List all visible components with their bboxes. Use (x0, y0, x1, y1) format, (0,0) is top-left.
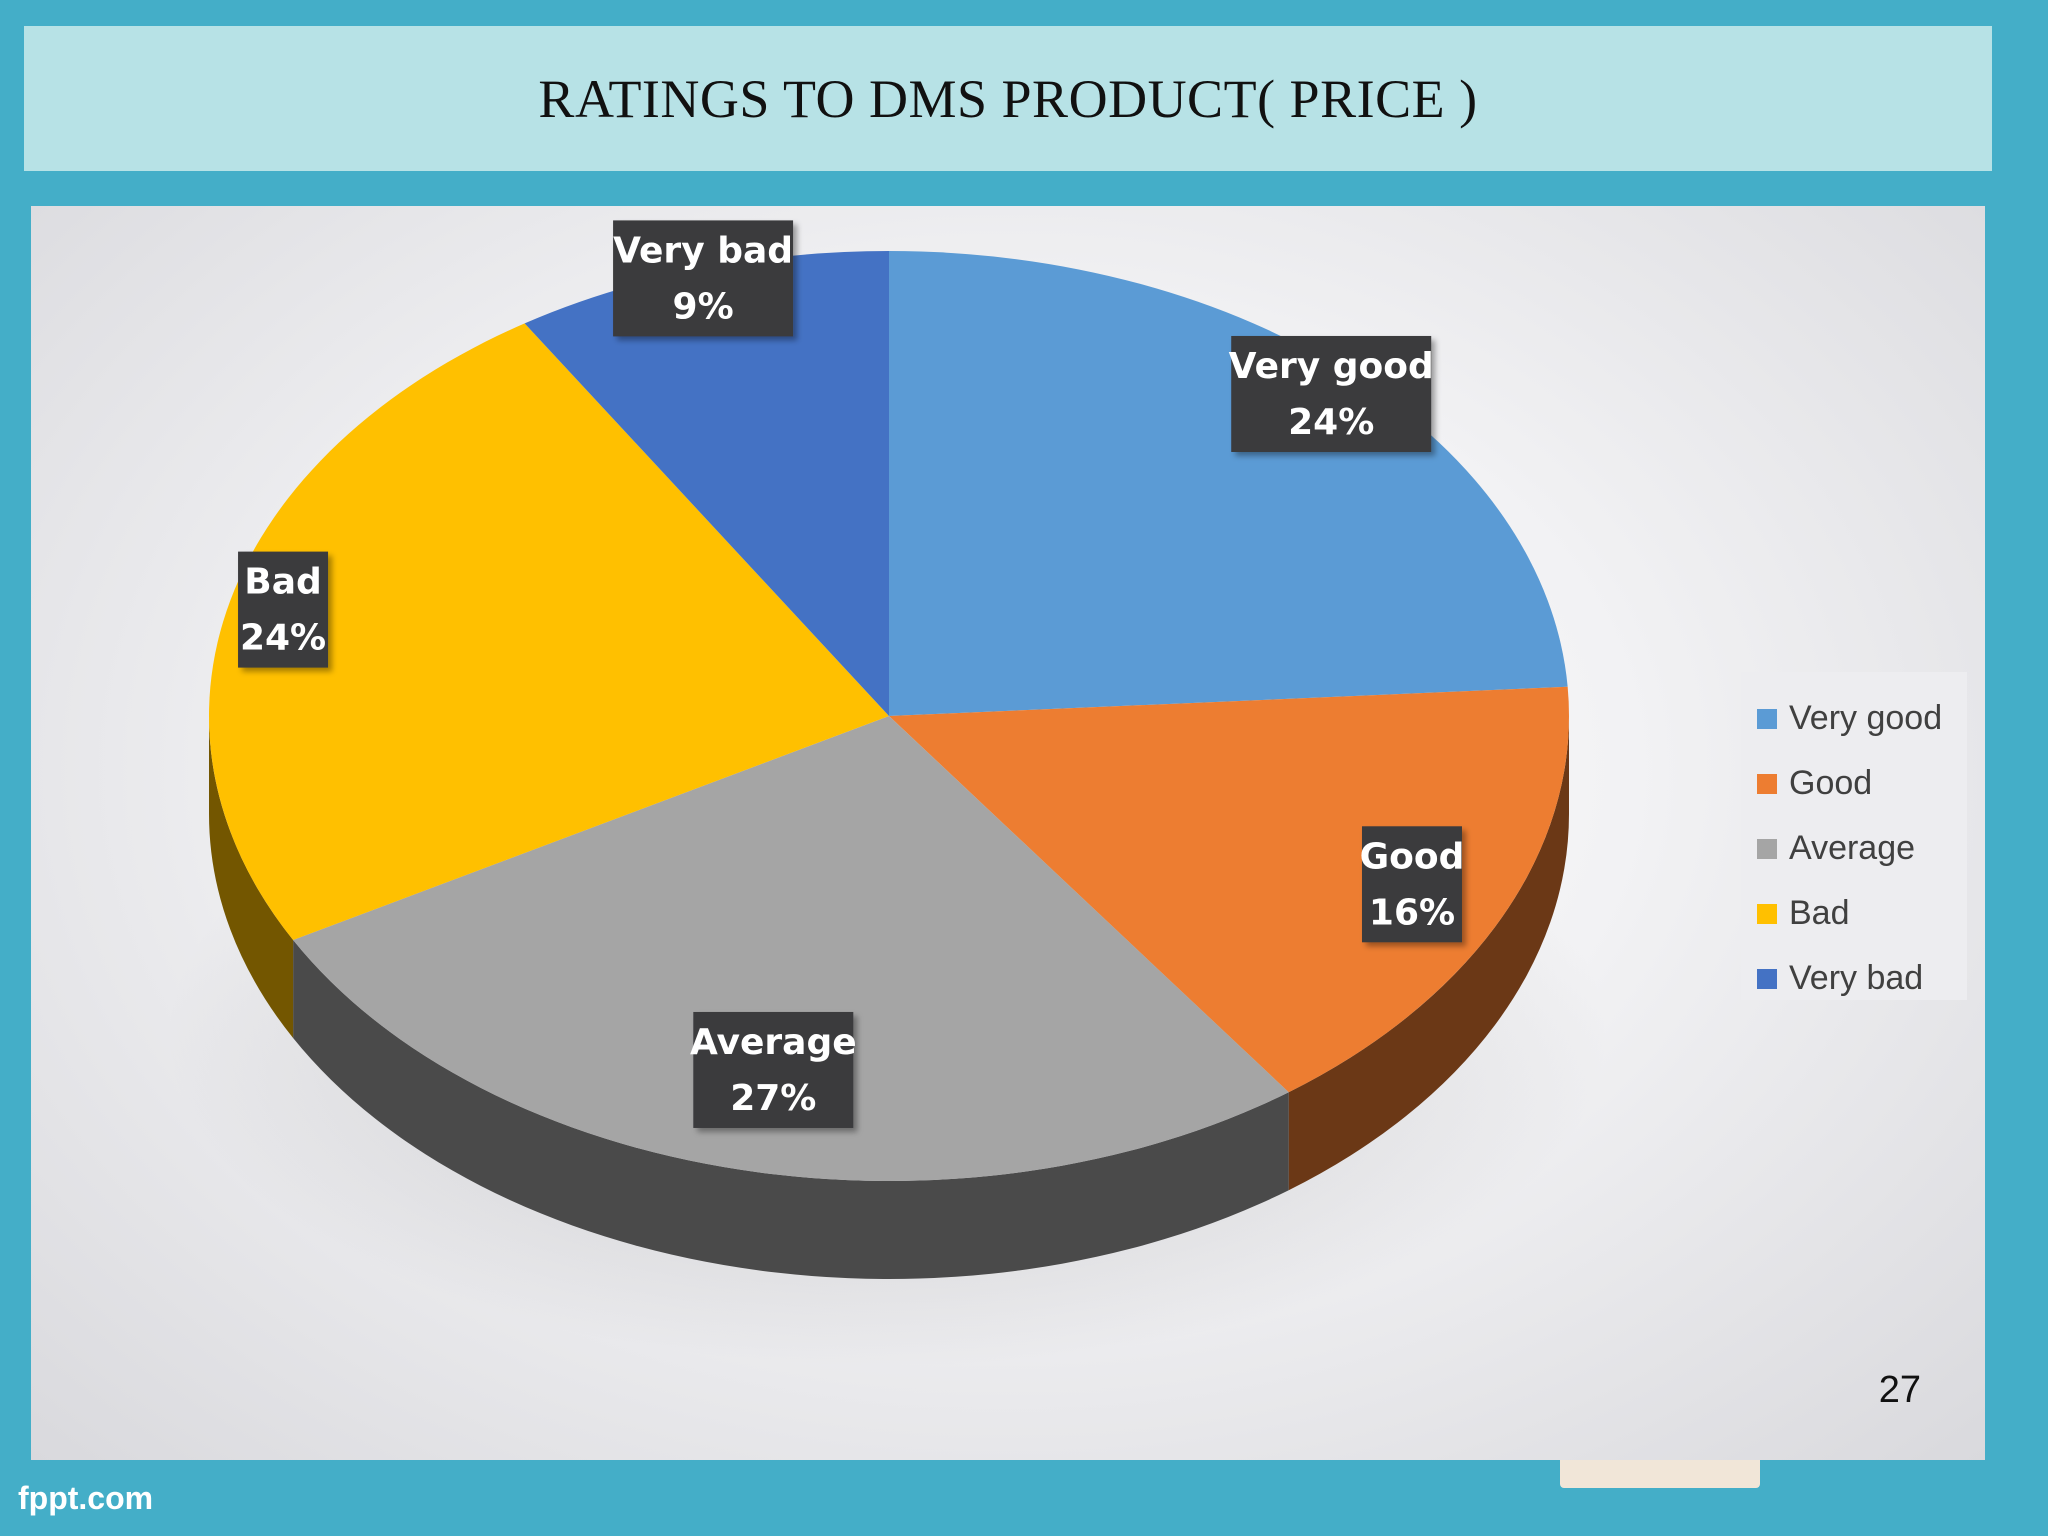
data-label-value: 24% (240, 618, 326, 659)
data-label-box (238, 551, 329, 668)
data-label-box (1361, 826, 1462, 943)
data-label-category: Very bad (613, 230, 793, 271)
pie-side-good (1288, 716, 1569, 1191)
pie-slice-very-good[interactable] (889, 251, 1568, 716)
legend-item-very-bad: Very bad (1741, 946, 1967, 1011)
legend-item-very-good: Very good (1741, 686, 1967, 751)
data-label-box (693, 1011, 854, 1128)
legend-item-bad: Bad (1741, 881, 1967, 946)
data-label-value: 16% (1369, 892, 1455, 933)
legend-swatch (1757, 773, 1777, 794)
legend-swatch (1757, 968, 1777, 989)
legend-label: Average (1789, 829, 1916, 867)
legend-swatch (1757, 838, 1777, 859)
data-label-value: 27% (730, 1078, 816, 1119)
data-label-category: Good (1360, 836, 1465, 877)
data-label-bad: Bad 24% (238, 551, 329, 668)
chart-panel: Very good 24% Good 16% Average 27% Bad 24% Very … (31, 206, 1985, 1460)
data-label-category: Very good (1229, 346, 1434, 387)
pie-chart: Very good24%Good16%Average27%Bad24%Very … (167, 220, 1607, 1366)
data-label-very-bad: Very bad 9% (613, 220, 794, 337)
data-label-good: Good 16% (1360, 826, 1465, 943)
data-label-box (613, 220, 794, 337)
data-label-value: 24% (1288, 402, 1374, 443)
legend-label: Very bad (1789, 959, 1924, 997)
legend-label: Very good (1789, 699, 1943, 737)
data-label-category: Bad (244, 562, 322, 603)
chart-legend: Very good Good Average Bad Very bad (1741, 672, 1967, 1000)
data-label-average: Average 27% (690, 1011, 857, 1128)
data-label-box (1231, 335, 1432, 452)
page-number: 27 (1878, 1369, 1921, 1411)
pie-slice-very-bad[interactable] (524, 251, 889, 716)
data-label-value: 9% (673, 286, 734, 327)
legend-label: Bad (1789, 894, 1850, 932)
pie-slice-bad[interactable] (209, 323, 889, 941)
pie-slice-average[interactable] (293, 716, 1289, 1181)
legend-item-average: Average (1741, 816, 1967, 881)
data-label-category: Average (690, 1022, 857, 1063)
pie-side-bad (209, 716, 294, 1039)
pie-side-average (293, 940, 1289, 1279)
title-bar: RATINGS TO DMS PRODUCT( PRICE ) (24, 26, 1992, 171)
legend-item-good: Good (1741, 751, 1967, 816)
legend-swatch (1757, 903, 1777, 924)
legend-swatch (1757, 708, 1777, 729)
footer-brand: fppt.com (18, 1480, 154, 1516)
data-label-very-good: Very good 24% (1229, 335, 1434, 452)
legend-label: Good (1789, 764, 1873, 802)
pie-slice-good[interactable] (889, 686, 1569, 1093)
slide-title: RATINGS TO DMS PRODUCT( PRICE ) (538, 68, 1478, 129)
